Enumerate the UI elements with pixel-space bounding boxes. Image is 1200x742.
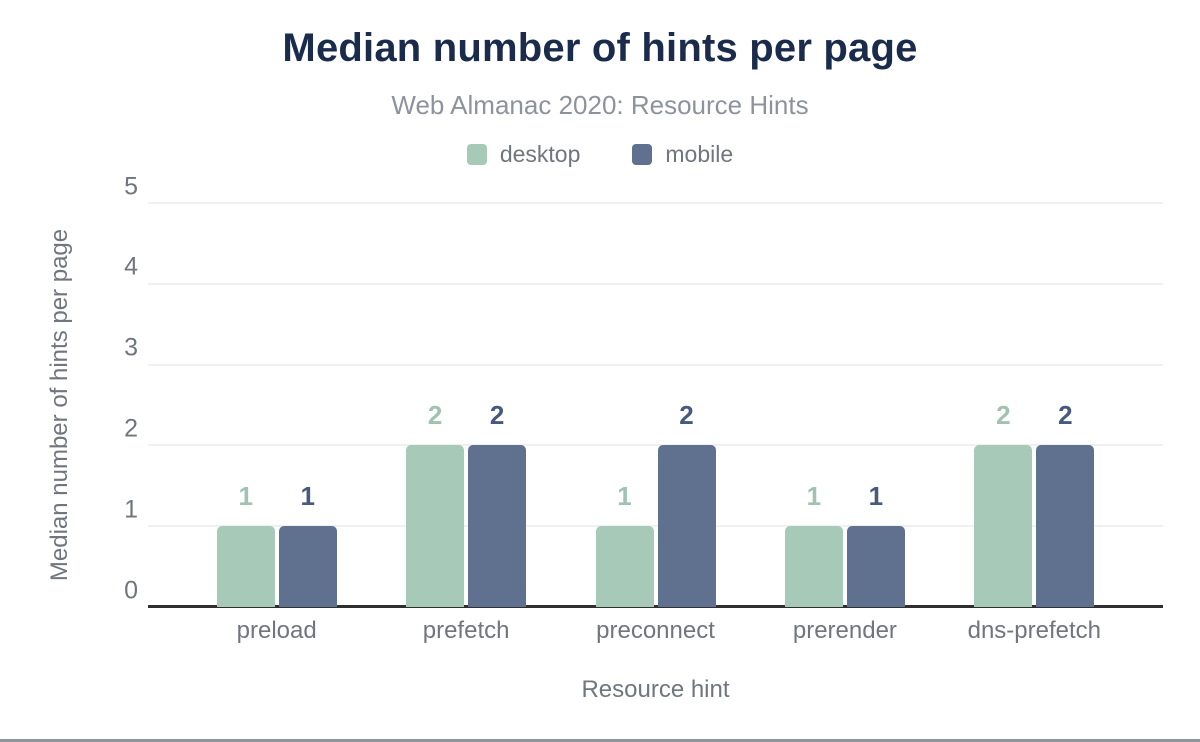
legend-item-desktop: desktop [466,141,581,168]
y-tick-label-3: 3 [124,333,138,362]
y-tick-label-0: 0 [124,576,138,604]
bar-value-label-desktop-preconnect: 1 [617,481,632,512]
bar-value-label-desktop-dns-prefetch: 2 [996,400,1011,431]
bar-mobile-dns-prefetch[interactable] [1036,445,1095,607]
gridline-y4 [148,282,1163,285]
bar-value-label-desktop-preload: 1 [238,481,253,512]
gridline-y3 [148,363,1163,366]
gridline-y2 [148,444,1163,447]
bar-desktop-preload[interactable] [216,526,275,607]
bar-mobile-prefetch[interactable] [468,445,527,607]
y-tick-label-2: 2 [124,414,138,443]
bar-desktop-prefetch[interactable] [406,445,465,607]
x-axis-title: Resource hint [581,676,730,703]
chart-subtitle: Web Almanac 2020: Resource Hints [391,90,809,120]
x-tick-label-preconnect: preconnect [596,617,715,644]
bar-value-label-desktop-prefetch: 2 [427,400,443,431]
x-tick-label-preload: preload [236,617,317,644]
y-tick-label-4: 4 [124,252,138,281]
legend: desktop mobile [0,141,1200,168]
bar-mobile-preload[interactable] [278,526,337,607]
bar-mobile-preconnect[interactable] [657,445,716,607]
bar-desktop-dns-prefetch[interactable] [974,445,1033,607]
x-axis-line [148,605,1163,608]
bar-value-label-mobile-prerender: 1 [868,481,884,512]
chart-title: Median number of hints per page [282,26,918,70]
bar-desktop-prerender[interactable] [784,526,843,607]
x-tick-label-prerender: prerender [792,617,897,644]
y-tick-label-5: 5 [124,172,138,200]
legend-swatch-mobile-icon [632,144,653,165]
plot-area: 0 1 2 3 4 5 1 1 preload 2 2 prefetch 1 2 preconnect 1 1 p… [124,172,1163,644]
gridline-y5 [148,202,1163,204]
bar-value-label-mobile-preload: 1 [300,481,315,512]
legend-label-desktop: desktop [499,141,581,167]
x-tick-label-prefetch: prefetch [422,617,510,644]
bar-mobile-prerender[interactable] [846,526,905,607]
bar-value-label-desktop-prerender: 1 [806,481,822,512]
legend-item-mobile: mobile [632,141,733,168]
gridline-y1 [148,525,1163,528]
bar-value-label-mobile-preconnect: 2 [679,400,694,431]
x-tick-label-dns-prefetch: dns-prefetch [967,617,1101,644]
bar-desktop-preconnect[interactable] [595,526,654,607]
y-tick-label-1: 1 [124,495,138,524]
bar-value-label-mobile-dns-prefetch: 2 [1058,400,1073,431]
y-axis-title: Median number of hints per page [46,228,73,582]
legend-swatch-desktop-icon [466,144,487,165]
legend-label-mobile: mobile [665,141,734,167]
bar-value-label-mobile-prefetch: 2 [489,400,505,431]
